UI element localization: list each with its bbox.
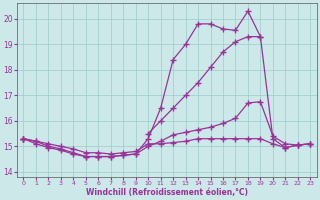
X-axis label: Windchill (Refroidissement éolien,°C): Windchill (Refroidissement éolien,°C) [86, 188, 248, 197]
